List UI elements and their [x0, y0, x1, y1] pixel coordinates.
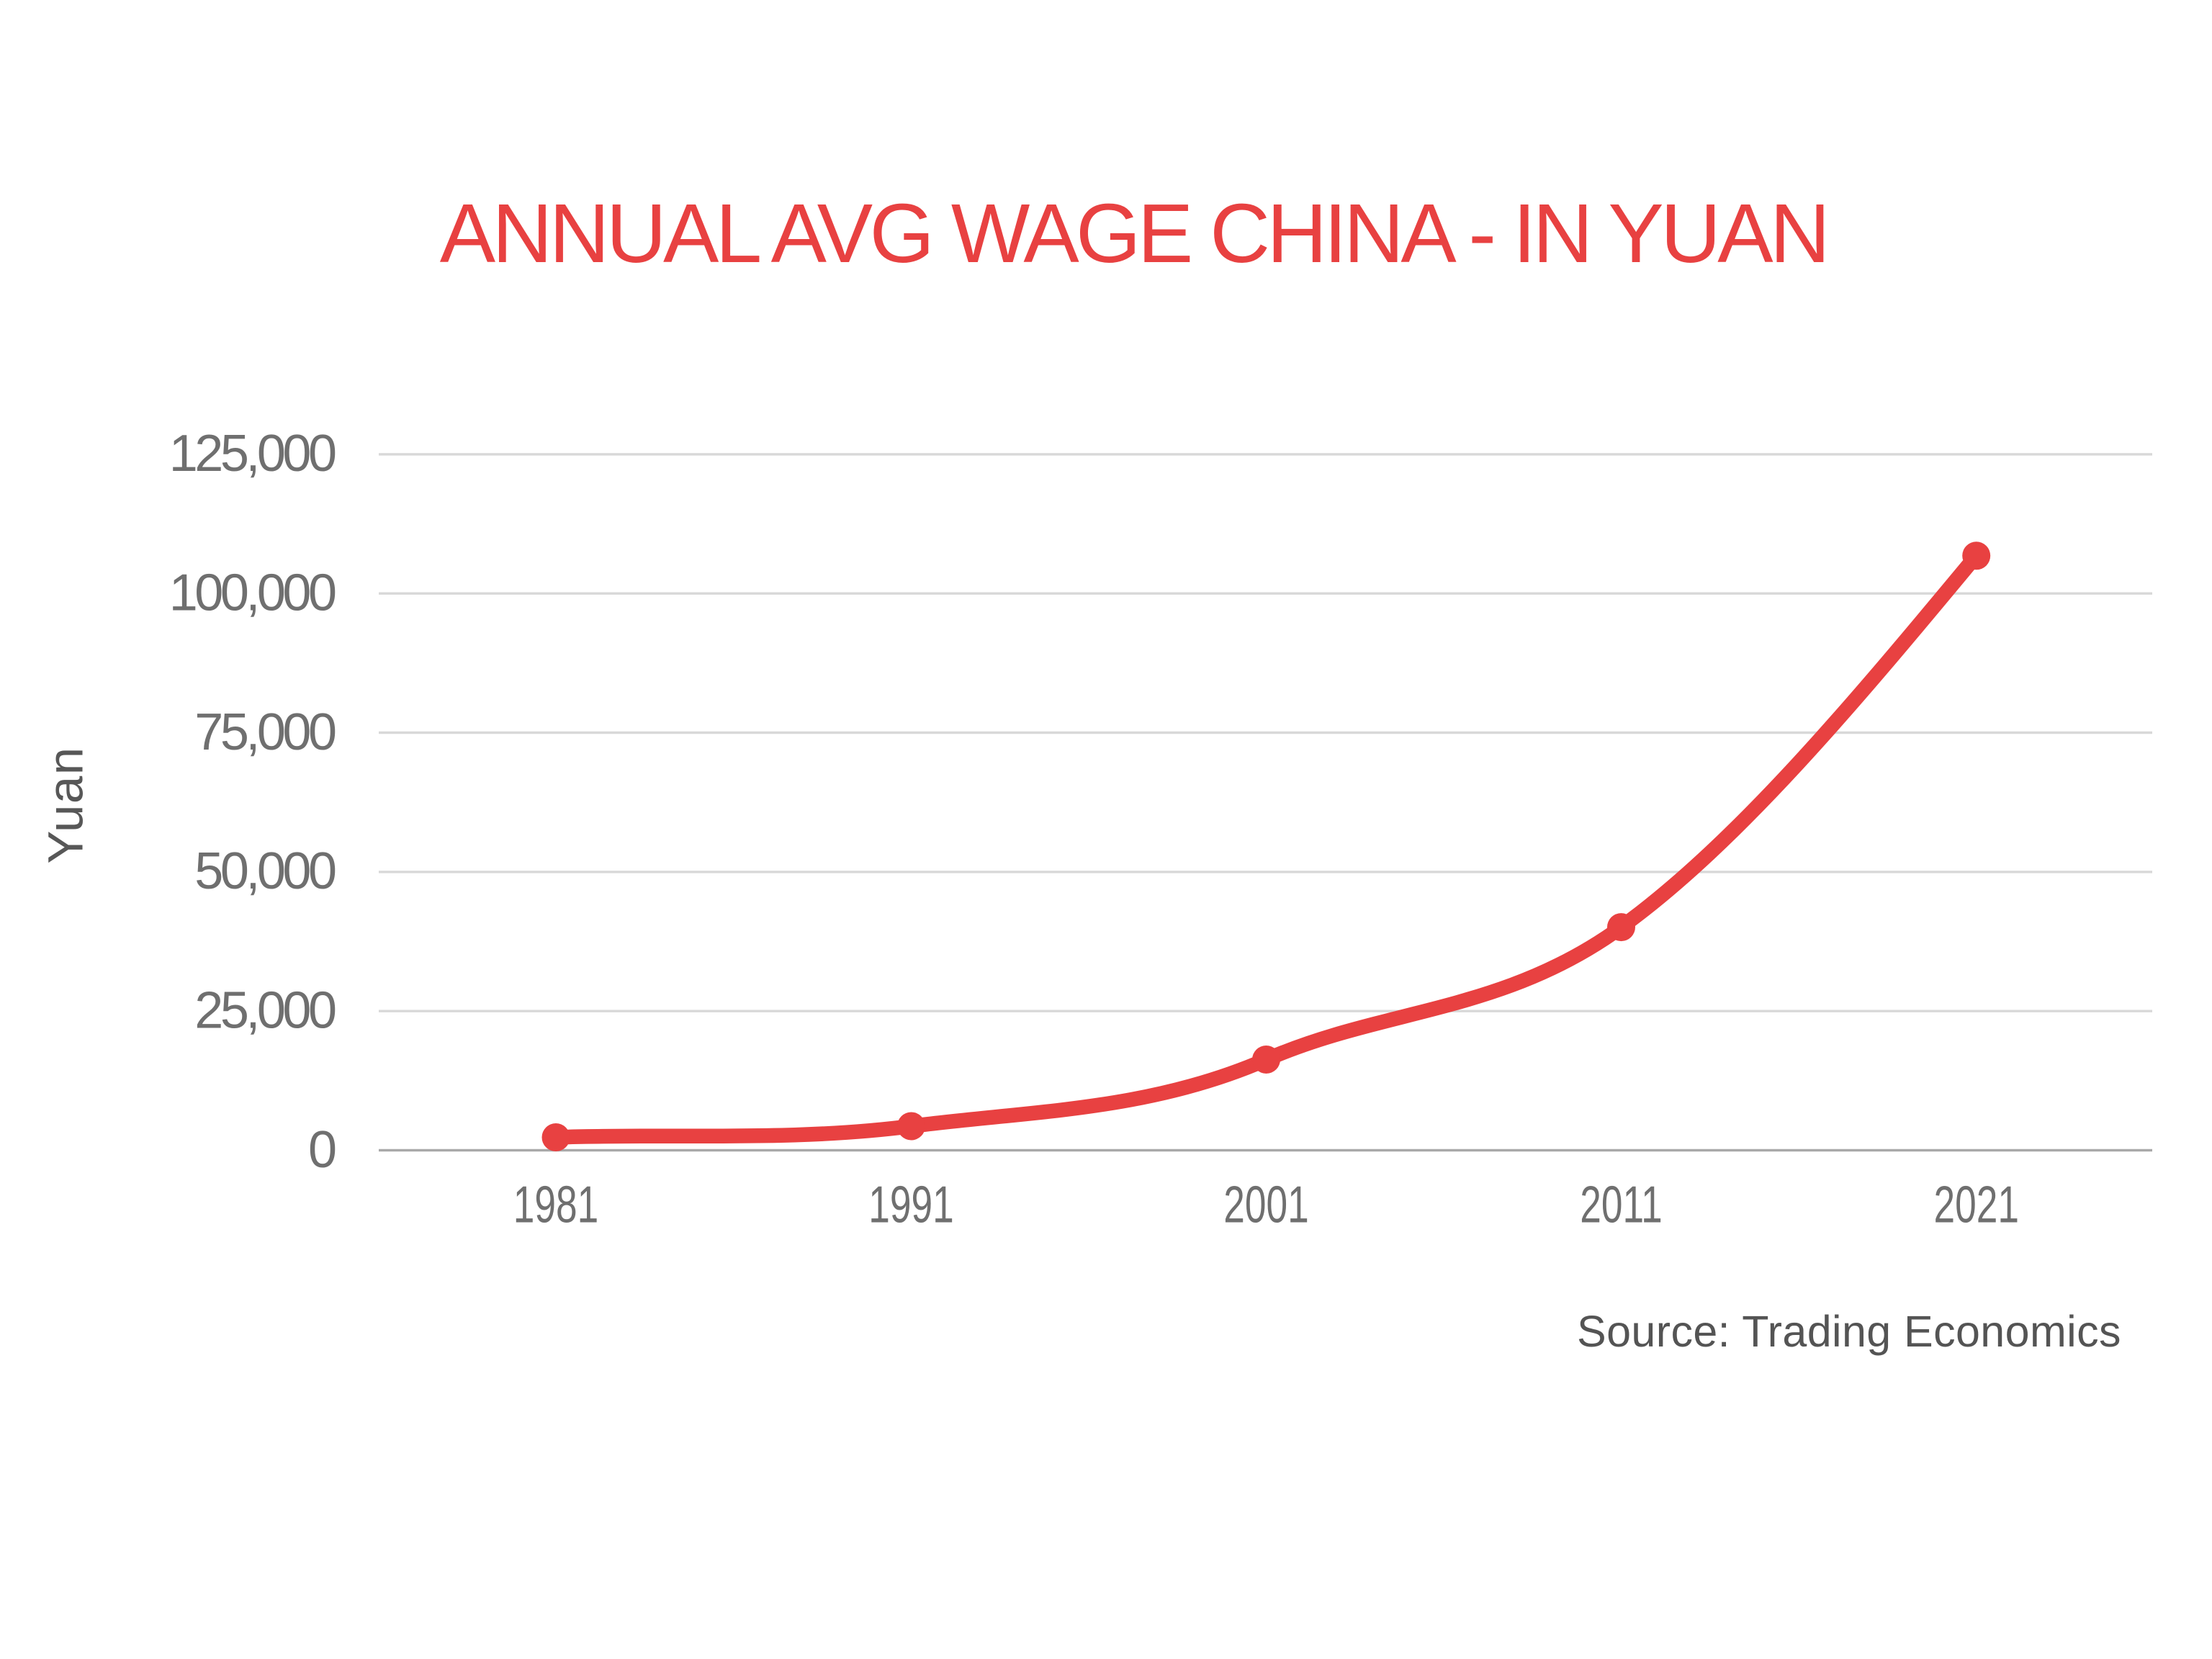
svg-text:100,000: 100,000 [169, 565, 336, 622]
svg-text:1991: 1991 [868, 1177, 954, 1234]
svg-text:75,000: 75,000 [194, 703, 336, 761]
svg-text:2011: 2011 [1580, 1177, 1663, 1234]
svg-text:2001: 2001 [1223, 1177, 1309, 1234]
svg-text:25,000: 25,000 [194, 982, 336, 1040]
svg-text:Yuan: Yuan [38, 746, 94, 863]
svg-text:125,000: 125,000 [169, 425, 336, 482]
svg-text:1981: 1981 [513, 1177, 599, 1234]
svg-text:Source: Trading Economics: Source: Trading Economics [1577, 1307, 2121, 1356]
svg-text:ANNUAL AVG WAGE CHINA - IN YUA: ANNUAL AVG WAGE CHINA - IN YUAN [440, 186, 1827, 280]
svg-text:0: 0 [308, 1121, 336, 1179]
svg-text:50,000: 50,000 [194, 842, 336, 900]
svg-text:2021: 2021 [1933, 1177, 2019, 1234]
